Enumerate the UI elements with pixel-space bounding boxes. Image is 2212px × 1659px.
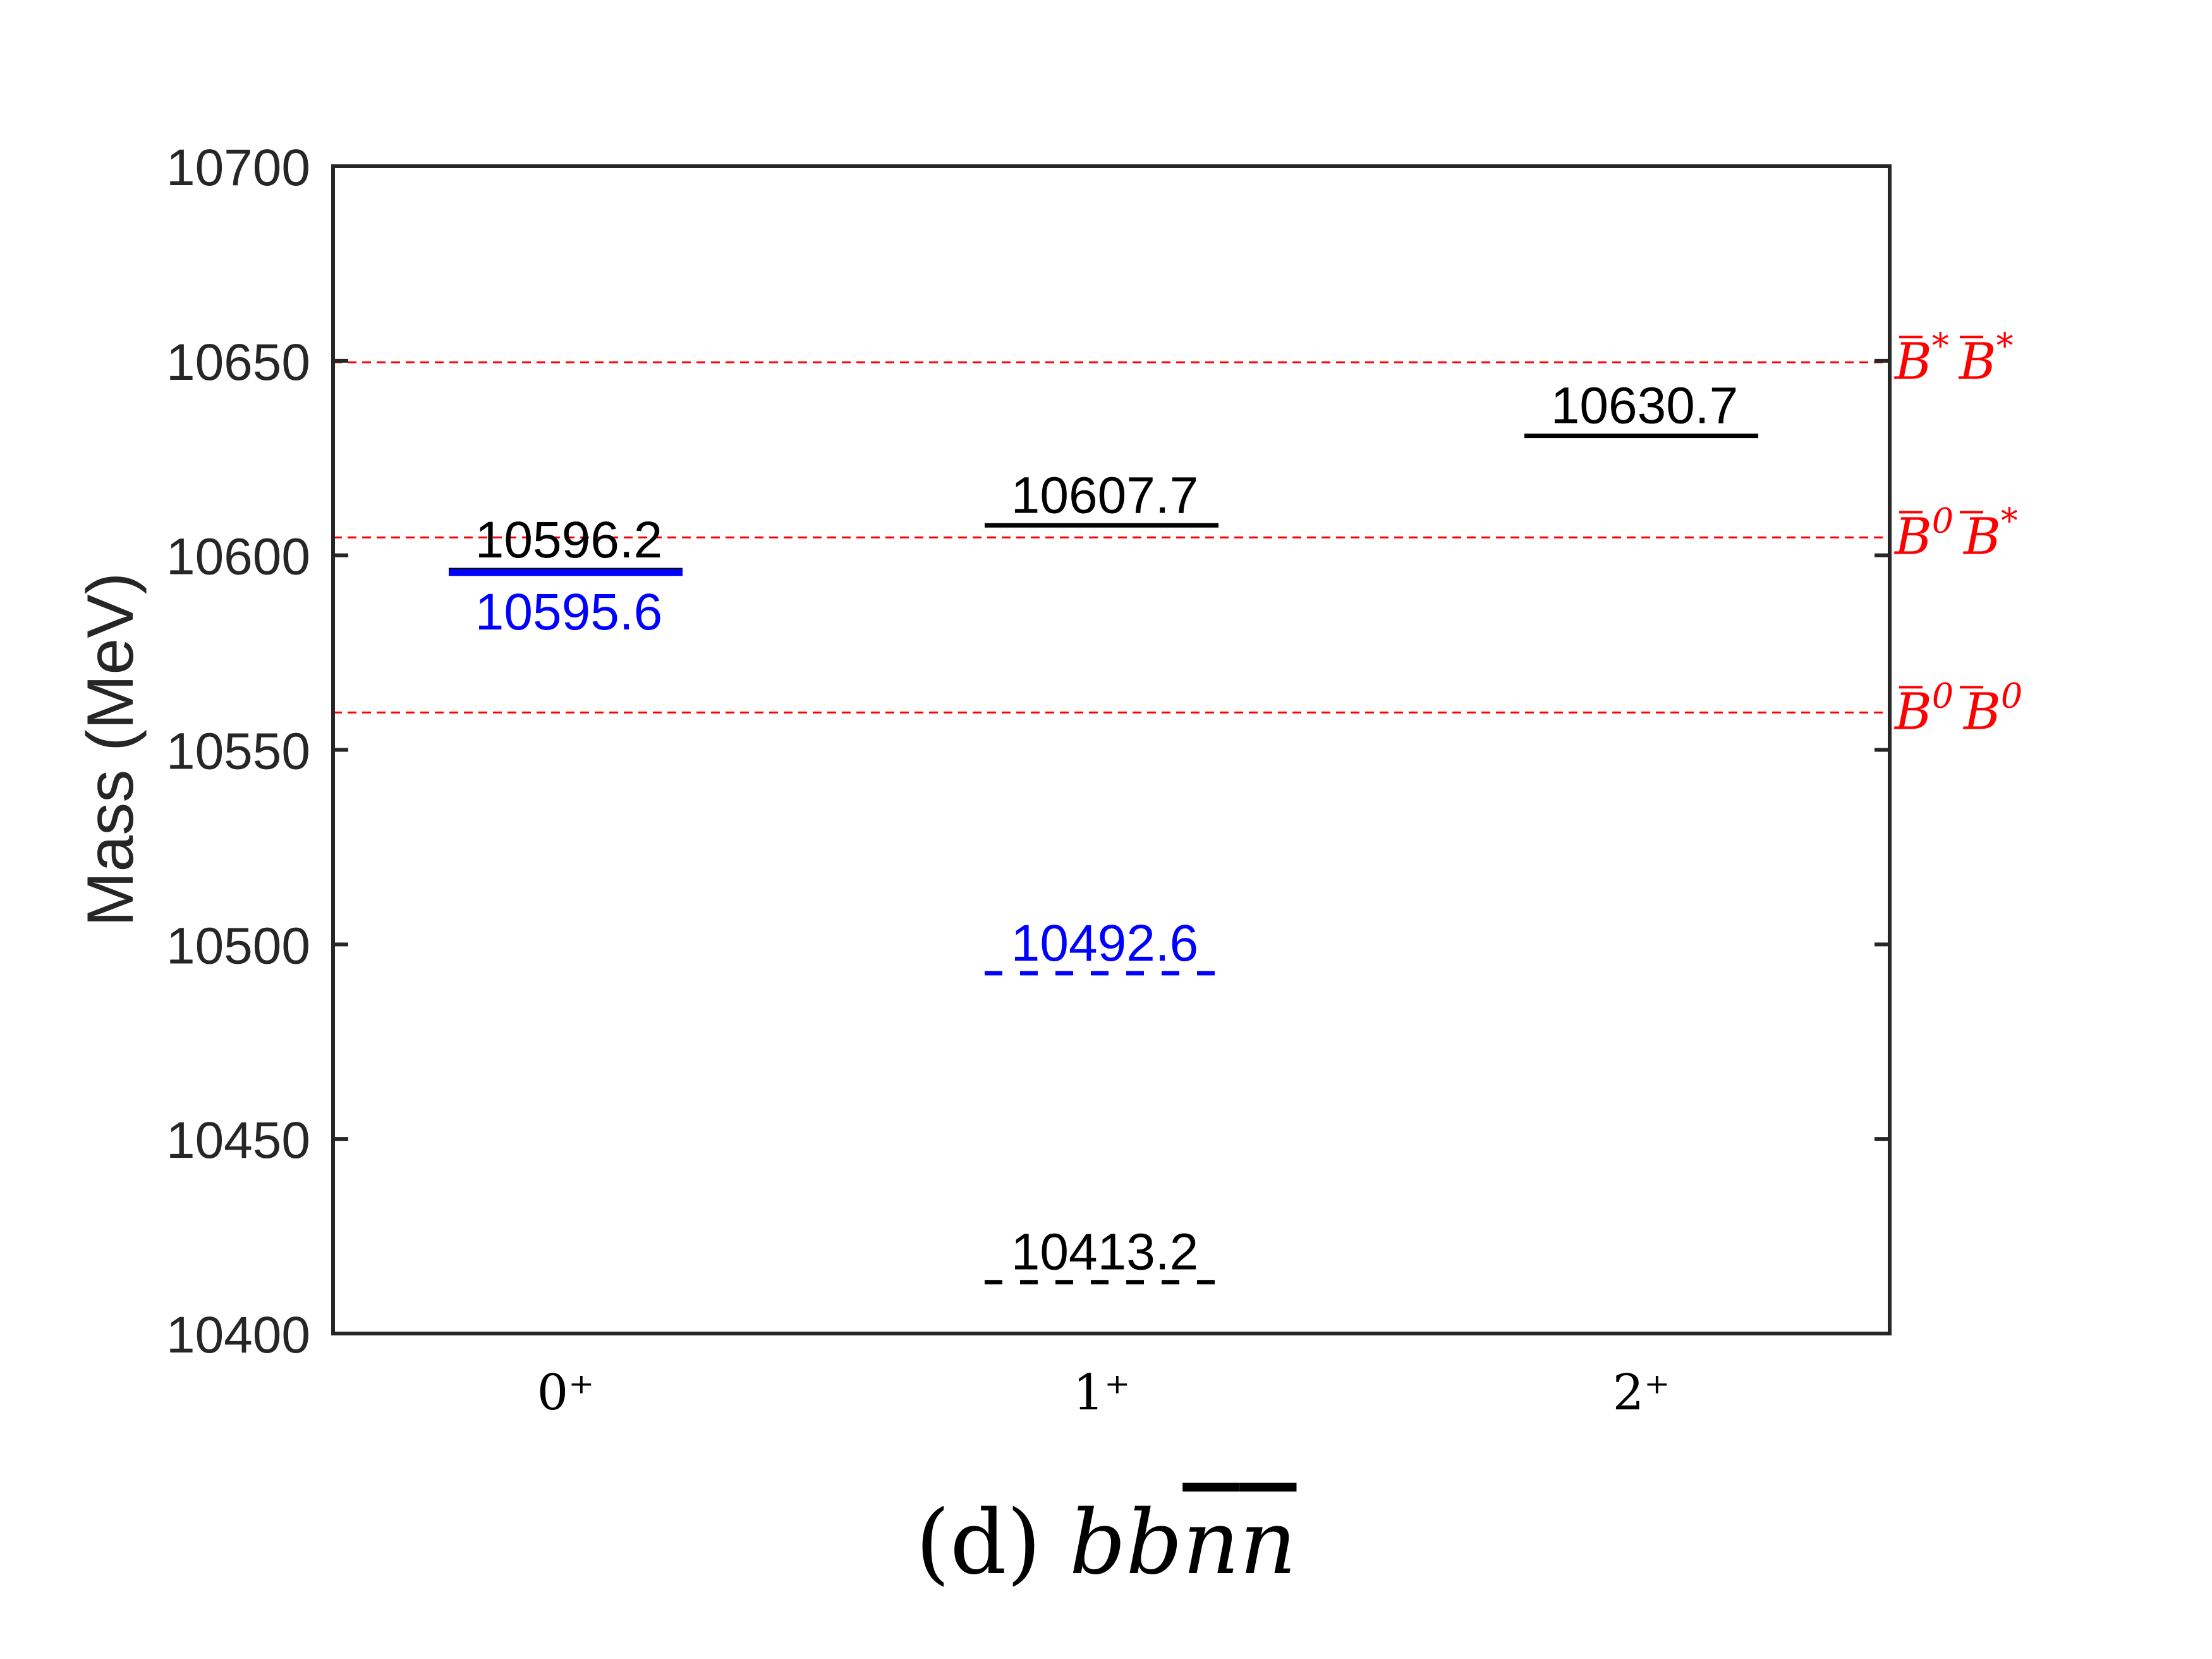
mass-levels: 10596.2 10595.6 10607.7 10492.6 10413.2 10630… [449,377,1758,1285]
y-tick-label: 10500 [166,917,310,975]
y-tick-label: 10700 [166,139,310,197]
y-tick-label: 10650 [166,334,310,391]
plot-frame [331,164,1892,1335]
figure-caption: (d) bbnn [0,1492,2212,1618]
y-axis-label: Mass (MeV) [74,573,147,927]
threshold-label: B0 B0 [1893,676,2022,741]
y-tick-label: 10400 [166,1306,310,1364]
threshold-label: B* B* [1893,325,2014,391]
level-label: 10630.7 [1551,377,1738,435]
y-axis-ticks: 10400 10450 10500 10550 10600 10650 10700 [166,139,1890,1364]
x-axis-ticks: 0⁺ 1⁺ 2⁺ [537,1364,1670,1421]
level-label: 10607.7 [1011,466,1198,524]
x-tick-label: 2⁺ [1613,1364,1670,1421]
caption-prefix: (d) [915,1492,1069,1595]
threshold-label: B0 B* [1893,501,2018,566]
threshold-lines [333,361,1890,714]
threshold-label-text: B0 B0 [1893,676,2022,741]
y-tick-label: 10600 [166,528,310,586]
level-label: 10596.2 [475,511,662,569]
x-tick-label: 0⁺ [537,1364,595,1421]
level-label: 10413.2 [1011,1224,1198,1281]
threshold-label-text: B0 B* [1893,501,2018,566]
caption-quarks: bbnn [1069,1492,1297,1595]
level-label: 10492.6 [1011,915,1198,972]
x-tick-label: 1⁺ [1073,1364,1131,1421]
y-tick-label: 10450 [166,1112,310,1169]
y-tick-label: 10550 [166,723,310,781]
level-label: 10595.6 [475,583,662,641]
threshold-labels: B* B* B0 B* B0 B0 [1893,325,2022,741]
threshold-label-text: B* B* [1893,325,2014,391]
